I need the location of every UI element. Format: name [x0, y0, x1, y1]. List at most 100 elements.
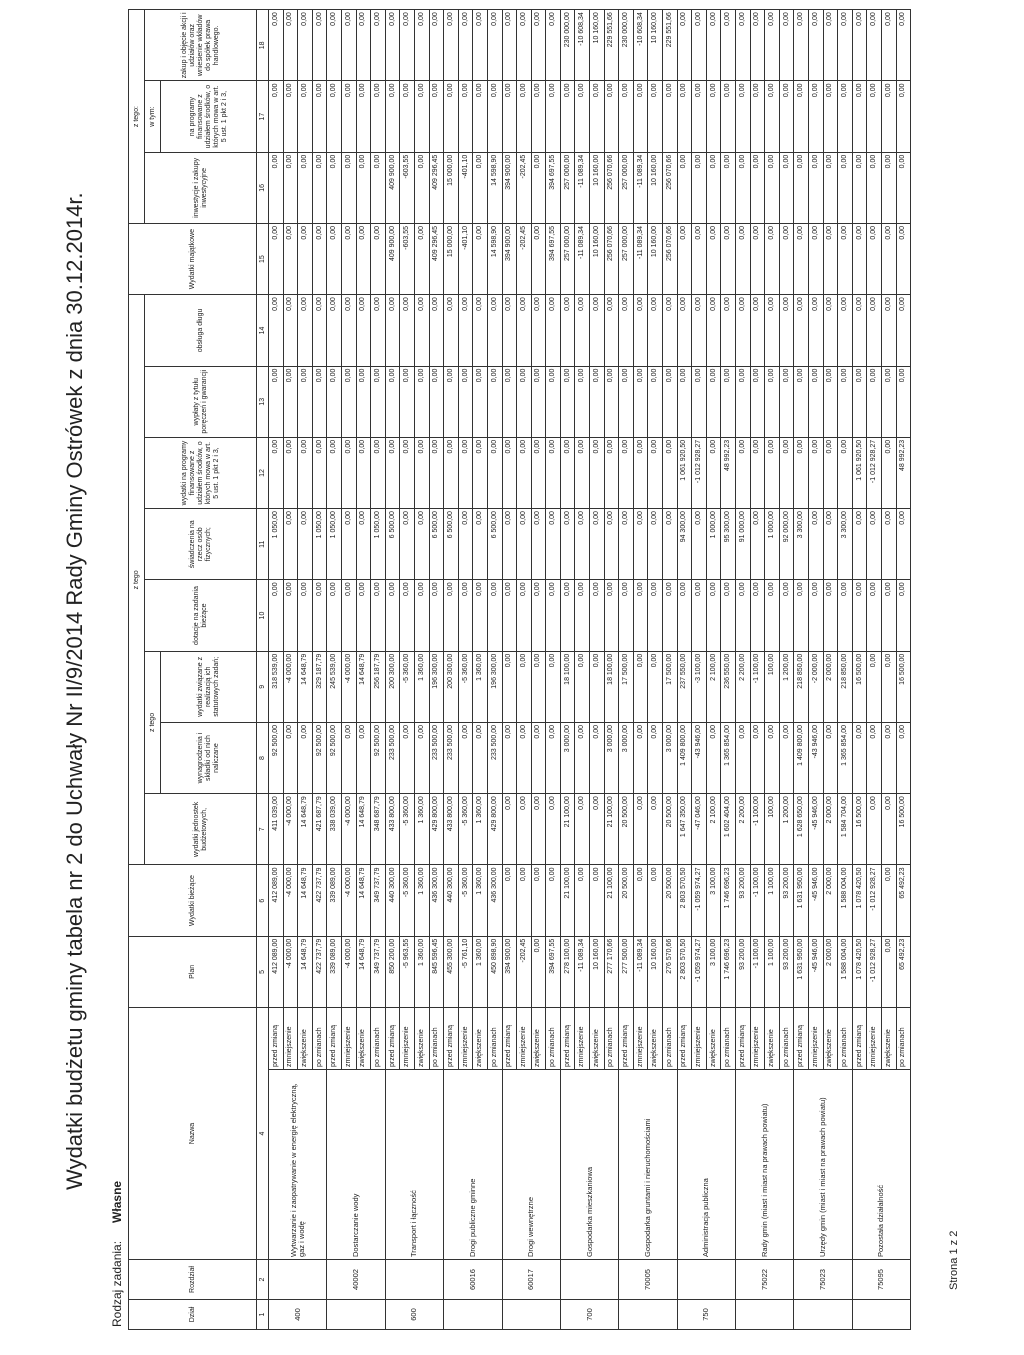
value-cell: 329 187,79 [312, 651, 327, 723]
column-number: 18 [256, 9, 269, 81]
value-cell: 455 300,00 [443, 936, 459, 1008]
value-cell: -1 059 974,27 [691, 936, 707, 1008]
value-cell: 0,00 [356, 294, 371, 367]
value-cell: -11 089,34 [574, 936, 590, 1008]
value-cell: 0,00 [268, 437, 284, 509]
value-cell: 257 000,00 [560, 152, 575, 224]
header-cell: Nazwa [128, 1007, 257, 1260]
value-cell: 0,00 [647, 579, 663, 652]
value-cell: 0,00 [531, 651, 546, 723]
value-cell: 0,00 [458, 722, 473, 794]
value-cell: 1 588 004,00 [837, 864, 853, 937]
value-cell: 0,00 [604, 579, 619, 652]
value-cell: 0,00 [720, 9, 736, 81]
value-cell: 2 803 570,50 [677, 936, 692, 1008]
row-label: po zmianach [779, 1007, 794, 1070]
table-row: 600 Transport i łączność przed zmianą 850 2… [385, 9, 444, 1330]
value-cell: 0,00 [516, 366, 532, 438]
value-cell: 20 500,00 [662, 793, 678, 865]
value-cell: 16 500,00 [896, 651, 911, 723]
value-cell: 0,00 [370, 9, 386, 81]
value-cell: 0,00 [399, 722, 415, 794]
column-number: 1 [256, 1299, 269, 1330]
header-cell: Rozdział [128, 1259, 257, 1300]
value-cell: 0,00 [662, 80, 678, 153]
value-cell: 1 050,00 [326, 508, 342, 580]
value-cell: 1 409 800,00 [677, 722, 692, 794]
row-label: zwiększenie [531, 1007, 546, 1070]
value-cell: 0,00 [312, 80, 327, 153]
value-cell: 0,00 [837, 579, 853, 652]
value-cell: 1 200,00 [779, 651, 794, 723]
value-cell: 0,00 [735, 366, 751, 438]
value-cell: 15 000,00 [443, 223, 459, 295]
table-row: 400 Wytwarzanie i zaopatrywanie w energię… [268, 9, 327, 1330]
value-cell: 0,00 [545, 294, 561, 367]
value-cell: 0,00 [896, 80, 911, 153]
value-cell: -11 089,34 [633, 152, 648, 224]
value-cell: 0,00 [852, 722, 867, 794]
value-cell: 0,00 [516, 508, 532, 580]
value-cell: 0,00 [808, 294, 824, 367]
value-cell: 0,00 [487, 579, 502, 652]
value-cell: 0,00 [779, 722, 794, 794]
row-label: przed zmianą [618, 1007, 634, 1070]
value-cell: 0,00 [472, 508, 488, 580]
value-cell: 0,00 [385, 294, 400, 367]
value-cell: 0,00 [881, 294, 897, 367]
value-cell: 0,00 [443, 294, 459, 367]
value-cell: 257 000,00 [618, 223, 634, 295]
value-cell: 236 550,00 [720, 651, 736, 723]
value-cell: 0,00 [691, 508, 707, 580]
value-cell: 0,00 [647, 651, 663, 723]
row-label: zmniejszenie [516, 1007, 532, 1070]
value-cell: 1 602 404,00 [720, 793, 736, 865]
value-cell: 0,00 [385, 437, 400, 509]
value-cell: -47 046,00 [691, 793, 707, 865]
row-label: po zmianach [604, 1007, 619, 1070]
value-cell: 10 160,00 [589, 9, 605, 81]
value-cell: 0,00 [589, 437, 605, 509]
value-cell: -4 000,00 [283, 651, 298, 723]
value-cell: 91 000,00 [735, 508, 751, 580]
value-cell: 0,00 [458, 9, 473, 81]
row-label: zwiększenie [823, 1007, 838, 1070]
value-cell: 0,00 [399, 508, 415, 580]
value-cell: 1 588 004,00 [837, 936, 853, 1008]
value-cell: 0,00 [633, 651, 648, 723]
value-cell: 0,00 [574, 508, 590, 580]
value-cell: 0,00 [881, 437, 897, 509]
value-cell: 0,00 [574, 579, 590, 652]
dzial-cell [502, 1299, 561, 1330]
value-cell: 0,00 [283, 152, 298, 224]
value-cell: 1 200,00 [779, 793, 794, 865]
value-cell: 0,00 [268, 223, 284, 295]
value-cell: 0,00 [399, 366, 415, 438]
name-cell: Drogi publiczne gminne [443, 1069, 502, 1260]
value-cell: 0,00 [823, 508, 838, 580]
row-label: zmniejszenie [750, 1007, 765, 1070]
value-cell: 0,00 [487, 294, 502, 367]
value-cell: 0,00 [502, 437, 517, 509]
value-cell: 0,00 [633, 864, 648, 937]
value-cell: 0,00 [414, 9, 430, 81]
value-cell: 3 000,00 [618, 722, 634, 794]
value-cell: -11 089,34 [574, 152, 590, 224]
name-cell: Rady gmin (miast i miast na prawach powi… [735, 1069, 794, 1260]
value-cell: -4 000,00 [283, 864, 298, 937]
value-cell: 0,00 [852, 152, 867, 224]
row-label: po zmianach [429, 1007, 444, 1070]
value-cell: 0,00 [297, 722, 313, 794]
value-cell: 0,00 [691, 80, 707, 153]
row-label: przed zmianą [268, 1007, 284, 1070]
value-cell: 0,00 [502, 579, 517, 652]
value-cell: 17 500,00 [618, 651, 634, 723]
value-cell: 0,00 [341, 223, 357, 295]
row-label: po zmianach [720, 1007, 736, 1070]
value-cell: 1 078 420,50 [852, 936, 867, 1008]
value-cell: 0,00 [852, 366, 867, 438]
value-cell: 429 800,00 [429, 793, 444, 865]
value-cell: 0,00 [545, 579, 561, 652]
value-cell: 0,00 [414, 722, 430, 794]
value-cell: 0,00 [268, 152, 284, 224]
